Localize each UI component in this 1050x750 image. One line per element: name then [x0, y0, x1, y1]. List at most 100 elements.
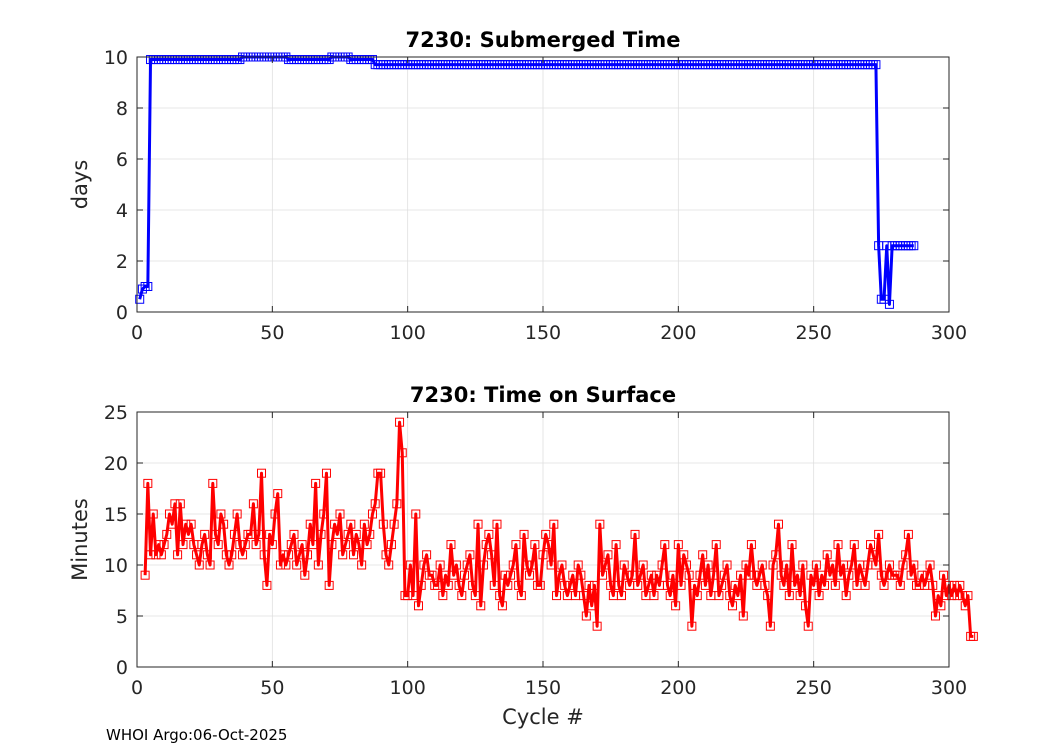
data-point [803, 621, 813, 631]
data-point [316, 529, 326, 539]
y-tick-label: 2 [116, 251, 128, 273]
data-point [955, 580, 965, 590]
y-tick-label: 5 [116, 606, 128, 628]
data-point [514, 580, 524, 590]
x-tick-label: 200 [660, 322, 696, 344]
data-point [711, 540, 721, 550]
y-axis-label: Minutes [68, 498, 92, 581]
data-point [811, 560, 821, 570]
data-point [801, 601, 811, 611]
data-point [722, 560, 732, 570]
x-tick-label: 50 [260, 322, 284, 344]
data-point [968, 631, 978, 641]
data-point [397, 448, 407, 458]
data-point [473, 519, 483, 529]
data-point [335, 509, 345, 519]
data-point [378, 519, 388, 529]
submerged-time-chart: 0 50 100 150 200 250 300 0 2 4 6 8 10 7230: Submerged… [68, 28, 967, 344]
data-point [476, 601, 486, 611]
data-point [695, 570, 705, 580]
data-point [619, 560, 629, 570]
data-point [194, 560, 204, 570]
data-point [210, 529, 220, 539]
data-point [327, 540, 337, 550]
data-point [351, 529, 361, 539]
data-point [408, 591, 418, 601]
data-point [470, 591, 480, 601]
data-point [224, 560, 234, 570]
data-point [611, 540, 621, 550]
data-point [503, 580, 513, 590]
y-tick-label: 4 [116, 200, 128, 222]
data-point [143, 282, 153, 291]
data-point [403, 591, 413, 601]
data-point [454, 580, 464, 590]
data-point [660, 540, 670, 550]
data-point [270, 509, 280, 519]
data-point [546, 560, 556, 570]
data-point [589, 580, 599, 590]
data-point [365, 529, 375, 539]
data-point [579, 591, 589, 601]
data-point [914, 580, 924, 590]
data-point [868, 550, 878, 560]
data-point [949, 580, 959, 590]
data-point [508, 560, 518, 570]
data-point [535, 580, 545, 590]
data-point [939, 570, 949, 580]
data-point [313, 560, 323, 570]
data-point [186, 519, 196, 529]
data-point [522, 560, 532, 570]
data-point [481, 540, 491, 550]
data-point [790, 580, 800, 590]
series-line [143, 420, 974, 638]
data-point [757, 560, 767, 570]
data-point [286, 540, 296, 550]
data-point [727, 601, 737, 611]
data-point [681, 560, 691, 570]
data-point [173, 550, 183, 560]
data-point [866, 540, 876, 550]
data-point [292, 560, 302, 570]
y-tick-label: 0 [116, 302, 128, 324]
data-point [557, 560, 567, 570]
data-point [909, 560, 919, 570]
data-point [719, 570, 729, 580]
data-point [825, 570, 835, 580]
data-point [170, 499, 180, 509]
data-point [200, 529, 210, 539]
data-point [511, 540, 521, 550]
x-tick-label: 250 [796, 322, 832, 344]
data-point [652, 570, 662, 580]
data-point [898, 560, 908, 570]
data-point [644, 580, 654, 590]
data-point [698, 550, 708, 560]
data-point [205, 560, 215, 570]
data-point [427, 570, 437, 580]
data-point [389, 519, 399, 529]
data-point [684, 570, 694, 580]
data-point [303, 550, 313, 560]
data-point [151, 550, 161, 560]
data-point [714, 591, 724, 601]
data-point [148, 509, 158, 519]
x-tick-label: 300 [931, 322, 967, 344]
data-point [941, 591, 951, 601]
data-point [749, 570, 759, 580]
data-point [560, 580, 570, 590]
data-point [419, 560, 429, 570]
data-point [305, 519, 315, 529]
data-point [221, 550, 231, 560]
data-point [768, 560, 778, 570]
data-point [928, 580, 938, 590]
data-point [416, 580, 426, 590]
y-tick-label: 10 [104, 47, 128, 69]
data-point [183, 529, 193, 539]
data-point [495, 591, 505, 601]
data-point [663, 580, 673, 590]
y-tick-label: 0 [116, 657, 128, 679]
data-point [903, 529, 913, 539]
data-point [232, 509, 242, 519]
data-point [884, 560, 894, 570]
data-point [776, 570, 786, 580]
